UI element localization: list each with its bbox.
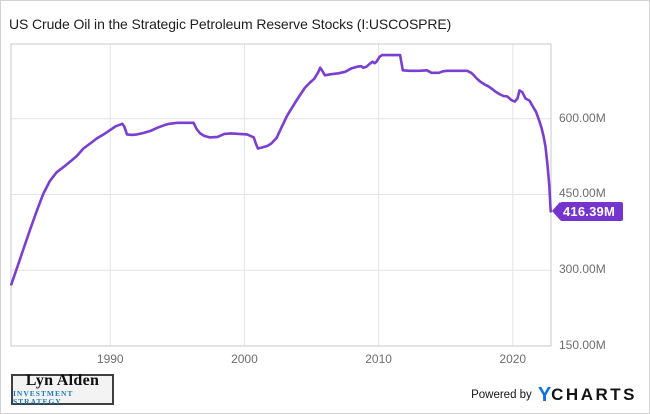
lyn-alden-logo-subtitle: INVESTMENT STRATEGY [13,389,74,406]
last-value-badge: 416.39M [552,201,623,221]
ycharts-attribution[interactable]: Powered by Y CHARTS [471,385,637,405]
y-axis-tick-label: 450.00M [559,186,606,201]
badge-left-arrow-icon [552,202,560,221]
lyn-alden-logo-name: Lyn Alden [25,372,100,389]
chart-title: US Crude Oil in the Strategic Petroleum … [9,16,452,32]
x-axis-tick-label: 2000 [231,352,258,366]
ycharts-y-logo-icon: Y [537,384,552,406]
y-axis-tick-label: 150.00M [559,338,606,352]
y-axis-tick-label: 600.00M [559,110,606,125]
powered-by-label: Powered by [471,389,532,401]
lyn-alden-logo[interactable]: Lyn Alden INVESTMENT STRATEGY [11,372,114,406]
badge-value: 416.39M [560,201,623,221]
x-axis-tick-label: 1990 [96,352,124,366]
x-axis-tick-label: 2020 [499,352,527,366]
y-axis-tick-label: 300.00M [559,262,606,277]
ycharts-wordmark: CHARTS [551,385,637,404]
x-axis-tick-label: 2010 [365,352,392,366]
